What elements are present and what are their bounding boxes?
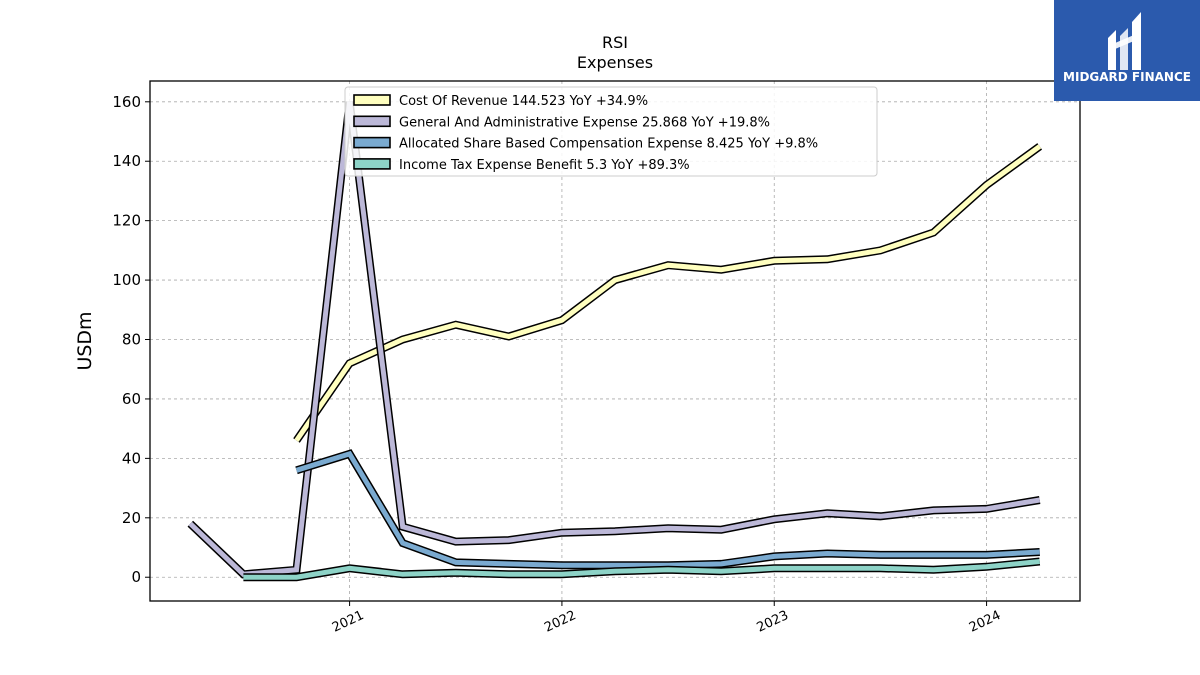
series-lines	[187, 101, 1043, 582]
series-line-0	[294, 144, 1042, 442]
legend-swatch-3	[353, 158, 391, 170]
chart-title: RSI	[602, 33, 628, 52]
legend-swatch-1	[353, 115, 391, 128]
series-outline-0	[293, 143, 1043, 443]
legend-entry-0: Cost Of Revenue 144.523 YoY +34.9%	[399, 94, 648, 109]
y-tick-label: 140	[112, 152, 141, 170]
logo-mark-icon	[1108, 12, 1141, 70]
legend: Cost Of Revenue 144.523 YoY +34.9% Genera…	[344, 86, 878, 177]
y-tick-label: 20	[122, 509, 141, 527]
y-axis-label: USDm	[74, 311, 96, 370]
legend-entry-2: Allocated Share Based Compensation Expen…	[399, 137, 818, 152]
y-tick-label: 40	[122, 449, 141, 467]
plot-frame	[149, 80, 1081, 602]
legend-box	[344, 86, 878, 177]
chart-subtitle: Expenses	[577, 53, 653, 72]
legend-swatch-0	[353, 94, 391, 106]
series-line-2	[295, 450, 1040, 568]
x-axis-ticks: 2021 2022 2023 2024	[330, 601, 1003, 636]
y-tick-label: 0	[131, 568, 141, 586]
x-tick-label: 2024	[967, 608, 1003, 636]
y-tick-label: 160	[112, 93, 141, 111]
midgard-finance-logo: MIDGARD FINANCE	[1054, 0, 1200, 101]
x-tick-label: 2022	[542, 608, 578, 636]
legend-entry-3: Income Tax Expense Benefit 5.3 YoY +89.3…	[399, 158, 690, 173]
legend-swatch-2	[353, 136, 391, 149]
legend-entry-1: General And Administrative Expense 25.86…	[399, 115, 770, 130]
y-tick-label: 120	[112, 212, 141, 230]
y-axis-ticks: 0 20 40 60 80 100 120 140 160	[112, 93, 150, 586]
y-tick-label: 60	[122, 390, 141, 408]
x-tick-label: 2021	[330, 608, 366, 636]
y-tick-label: 80	[122, 331, 141, 349]
y-tick-label: 100	[112, 271, 141, 289]
series-line-3	[243, 559, 1040, 580]
x-tick-label: 2023	[755, 608, 791, 636]
logo-text: MIDGARD FINANCE	[1063, 70, 1191, 84]
series-line-1	[188, 101, 1041, 577]
